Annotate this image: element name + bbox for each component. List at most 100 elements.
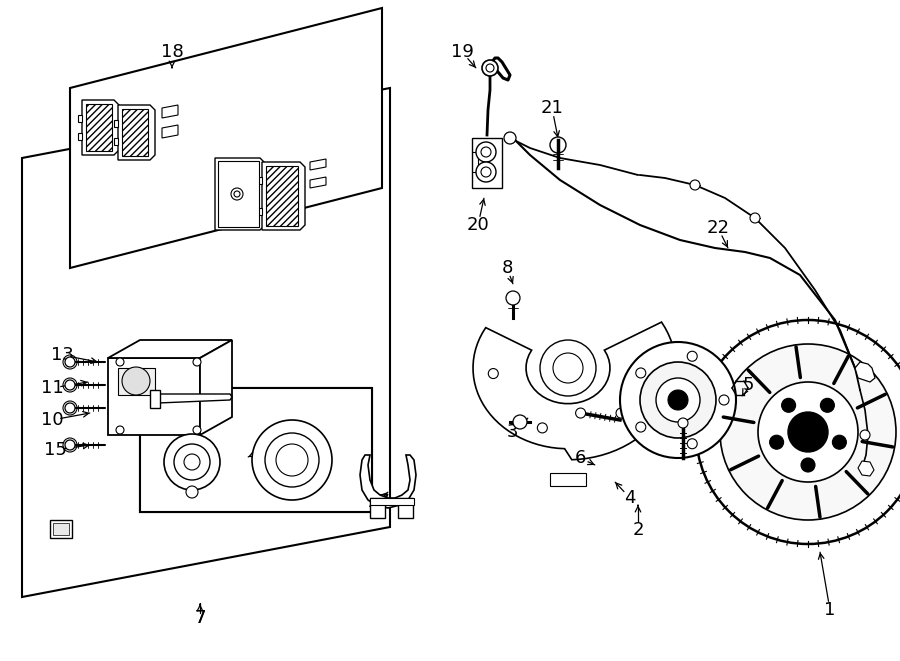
Text: 20: 20 [466, 216, 490, 234]
Circle shape [770, 435, 784, 449]
Text: 3: 3 [506, 423, 518, 441]
Circle shape [174, 444, 210, 480]
Polygon shape [118, 368, 155, 395]
Polygon shape [370, 498, 414, 505]
Circle shape [504, 132, 516, 144]
Circle shape [513, 415, 527, 429]
Circle shape [550, 137, 566, 153]
Polygon shape [78, 115, 82, 122]
Circle shape [801, 458, 815, 472]
Text: 17: 17 [366, 493, 390, 511]
Polygon shape [108, 340, 232, 358]
Polygon shape [262, 162, 305, 230]
Polygon shape [858, 461, 874, 476]
Circle shape [640, 362, 716, 438]
Circle shape [656, 378, 700, 422]
Circle shape [576, 408, 586, 418]
Text: 6: 6 [574, 449, 586, 467]
Text: 22: 22 [706, 219, 730, 237]
Text: 11: 11 [40, 379, 63, 397]
Circle shape [482, 60, 498, 76]
Polygon shape [86, 104, 112, 151]
Circle shape [65, 357, 75, 367]
Polygon shape [258, 177, 262, 184]
Circle shape [668, 390, 688, 410]
Text: 21: 21 [541, 99, 563, 117]
Polygon shape [50, 520, 72, 538]
Text: 13: 13 [50, 346, 74, 364]
Polygon shape [200, 340, 232, 435]
Polygon shape [82, 100, 119, 155]
Polygon shape [162, 125, 178, 138]
Circle shape [678, 418, 688, 428]
Circle shape [620, 342, 736, 458]
Polygon shape [855, 362, 875, 382]
Circle shape [193, 358, 201, 366]
Polygon shape [78, 133, 82, 140]
Text: 12: 12 [211, 369, 233, 387]
Text: 19: 19 [451, 43, 473, 61]
Text: 1: 1 [824, 601, 836, 619]
Circle shape [116, 426, 124, 434]
Circle shape [476, 142, 496, 162]
Text: 10: 10 [40, 411, 63, 429]
Polygon shape [360, 455, 416, 508]
Polygon shape [215, 158, 264, 230]
Text: 5: 5 [742, 376, 754, 394]
Circle shape [860, 430, 870, 440]
Text: 8: 8 [501, 259, 513, 277]
Text: 18: 18 [160, 43, 184, 61]
Polygon shape [155, 394, 232, 403]
Polygon shape [140, 388, 372, 512]
Circle shape [265, 433, 319, 487]
Text: 4: 4 [625, 489, 635, 507]
Text: 14: 14 [189, 351, 212, 369]
Circle shape [696, 320, 900, 544]
Polygon shape [53, 523, 69, 535]
Circle shape [788, 412, 828, 452]
Polygon shape [310, 177, 326, 188]
Polygon shape [258, 208, 262, 215]
Polygon shape [266, 166, 298, 226]
Circle shape [122, 367, 150, 395]
Circle shape [65, 440, 75, 450]
Polygon shape [22, 88, 390, 597]
Polygon shape [114, 138, 118, 145]
Polygon shape [473, 322, 676, 460]
Polygon shape [108, 358, 200, 435]
Circle shape [65, 380, 75, 390]
Circle shape [476, 162, 496, 182]
Circle shape [164, 434, 220, 490]
Circle shape [186, 486, 198, 498]
Polygon shape [140, 388, 372, 512]
Polygon shape [310, 159, 326, 170]
Circle shape [193, 426, 201, 434]
Polygon shape [70, 8, 382, 268]
Polygon shape [162, 105, 178, 118]
Circle shape [65, 403, 75, 413]
Text: 16: 16 [256, 439, 279, 457]
Circle shape [720, 344, 896, 520]
Circle shape [832, 435, 846, 449]
Polygon shape [398, 498, 413, 518]
Polygon shape [122, 109, 148, 156]
Circle shape [750, 213, 760, 223]
Circle shape [781, 399, 796, 412]
Circle shape [758, 382, 858, 482]
Polygon shape [550, 473, 586, 486]
Circle shape [690, 180, 700, 190]
Text: 2: 2 [632, 521, 644, 539]
Circle shape [252, 420, 332, 500]
Circle shape [506, 291, 520, 305]
Polygon shape [114, 120, 118, 127]
Polygon shape [370, 498, 385, 518]
Text: 9: 9 [56, 524, 68, 542]
Text: 7: 7 [194, 609, 206, 627]
Polygon shape [150, 390, 160, 408]
Text: 15: 15 [43, 441, 67, 459]
Text: 7: 7 [194, 609, 206, 627]
Polygon shape [118, 105, 155, 160]
Circle shape [821, 399, 834, 412]
Polygon shape [218, 161, 259, 227]
Circle shape [116, 358, 124, 366]
